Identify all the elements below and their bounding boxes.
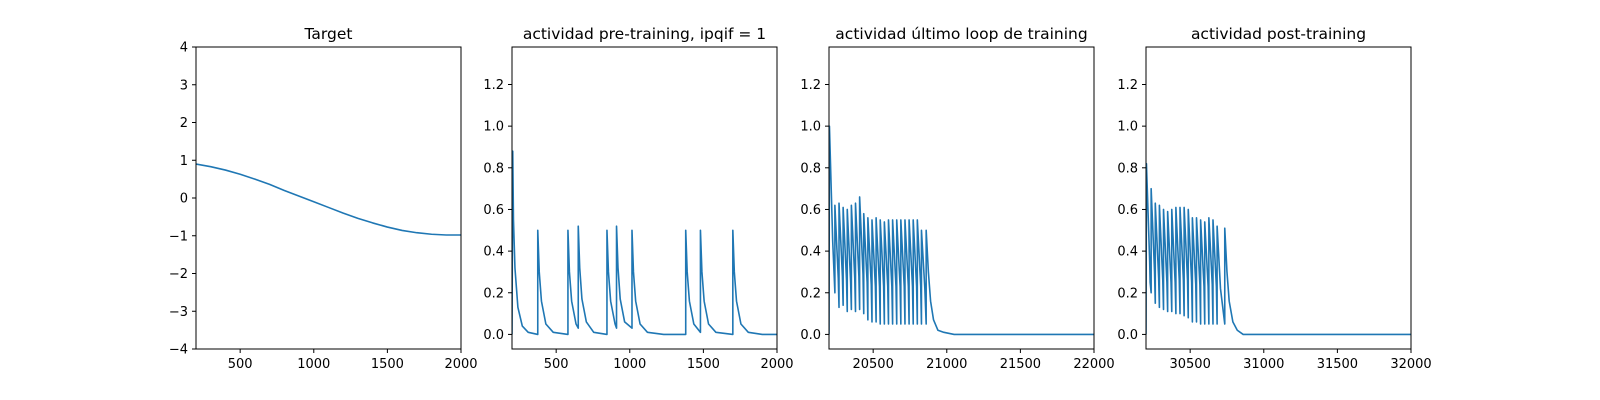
y-tick-label-4-0.6: 0.6 [1117, 203, 1138, 218]
x-tick-label-1-2000: 2000 [444, 357, 477, 372]
y-tick-label-2-0.4: 0.4 [483, 245, 504, 260]
y-tick-label-4-0.4: 0.4 [1117, 245, 1138, 260]
x-tick-label-3-20500: 20500 [852, 357, 893, 372]
axes-frame-2 [511, 46, 778, 350]
y-tick-label-1-1: 1 [180, 154, 188, 169]
chart-title-4: actividad post-training [1191, 25, 1366, 43]
y-tick-label-4-0.2: 0.2 [1117, 286, 1138, 301]
y-tick-label-2-0.2: 0.2 [483, 286, 504, 301]
axes-frame-1 [195, 46, 462, 350]
chart-panel-4: 30500 31000 31500 32000 0.0 0.2 0.4 0.6 0.8 1.0 1.… [1117, 25, 1431, 372]
y-tick-label-3-1: 1.0 [800, 120, 821, 135]
y-tick-label-1--1: −1 [169, 229, 188, 244]
chart-panel-2: 500 1000 1500 2000 0.0 0.2 0.4 0.6 0.8 1.0 1.2 acti… [483, 25, 793, 372]
y-tick-label-2-0.8: 0.8 [483, 161, 504, 176]
y-tick-label-2-0: 0.0 [483, 328, 504, 343]
y-tick-label-3-0.8: 0.8 [800, 161, 821, 176]
x-tick-label-4-32000: 32000 [1390, 357, 1431, 372]
chart-title-2: actividad pre-training, ipqif = 1 [523, 25, 766, 43]
x-tick-label-2-1000: 1000 [613, 357, 646, 372]
x-tick-label-2-500: 500 [544, 357, 569, 372]
y-tick-label-4-0.8: 0.8 [1117, 161, 1138, 176]
x-tick-label-3-21000: 21000 [926, 357, 967, 372]
y-tick-label-1-2: 2 [180, 116, 188, 131]
series-line-4-1 [1146, 162, 1411, 336]
y-tick-label-4-1.2: 1.2 [1117, 78, 1138, 93]
x-tick-label-2-1500: 1500 [687, 357, 720, 372]
chart-title-1: Target [304, 25, 353, 43]
y-tick-label-1-3: 3 [180, 78, 188, 93]
series-line-3-1 [829, 125, 1094, 336]
chart-panel-1: 500 1000 1500 2000 −4 −3 −2 −1 0 1 2 3 4 Target [169, 25, 478, 372]
y-tick-label-2-1: 1.0 [483, 120, 504, 135]
y-tick-label-2-0.6: 0.6 [483, 203, 504, 218]
y-tick-label-3-0: 0.0 [800, 328, 821, 343]
y-tick-label-1--4: −4 [169, 343, 188, 358]
x-tick-label-4-30500: 30500 [1169, 357, 1210, 372]
y-tick-label-1--2: −2 [169, 267, 188, 282]
x-tick-label-3-21500: 21500 [1000, 357, 1041, 372]
y-tick-label-4-0: 0.0 [1117, 328, 1138, 343]
x-tick-label-3-22000: 22000 [1073, 357, 1114, 372]
x-tick-label-1-1000: 1000 [297, 357, 330, 372]
series-line-1-1 [196, 163, 461, 236]
y-tick-label-3-0.4: 0.4 [800, 245, 821, 260]
y-tick-label-2-1.2: 1.2 [483, 78, 504, 93]
axes-frame-4 [1145, 46, 1412, 350]
x-tick-label-2-2000: 2000 [760, 357, 793, 372]
y-tick-label-3-0.6: 0.6 [800, 203, 821, 218]
x-tick-label-1-1500: 1500 [371, 357, 404, 372]
y-tick-label-1-0: 0 [180, 192, 188, 207]
y-tick-label-3-0.2: 0.2 [800, 286, 821, 301]
chart-title-3: actividad último loop de training [835, 25, 1087, 43]
y-tick-label-3-1.2: 1.2 [800, 78, 821, 93]
x-tick-label-4-31500: 31500 [1317, 357, 1358, 372]
y-tick-label-1--3: −3 [169, 305, 188, 320]
y-tick-label-1-4: 4 [180, 41, 188, 56]
y-tick-label-4-1: 1.0 [1117, 120, 1138, 135]
x-tick-label-1-500: 500 [228, 357, 253, 372]
x-tick-label-4-31000: 31000 [1243, 357, 1284, 372]
axes-frame-3 [828, 46, 1095, 350]
chart-panel-3: 20500 21000 21500 22000 0.0 0.2 0.4 0.6 0.8 1.0 1.… [800, 25, 1114, 372]
series-line-2-1 [512, 150, 777, 336]
